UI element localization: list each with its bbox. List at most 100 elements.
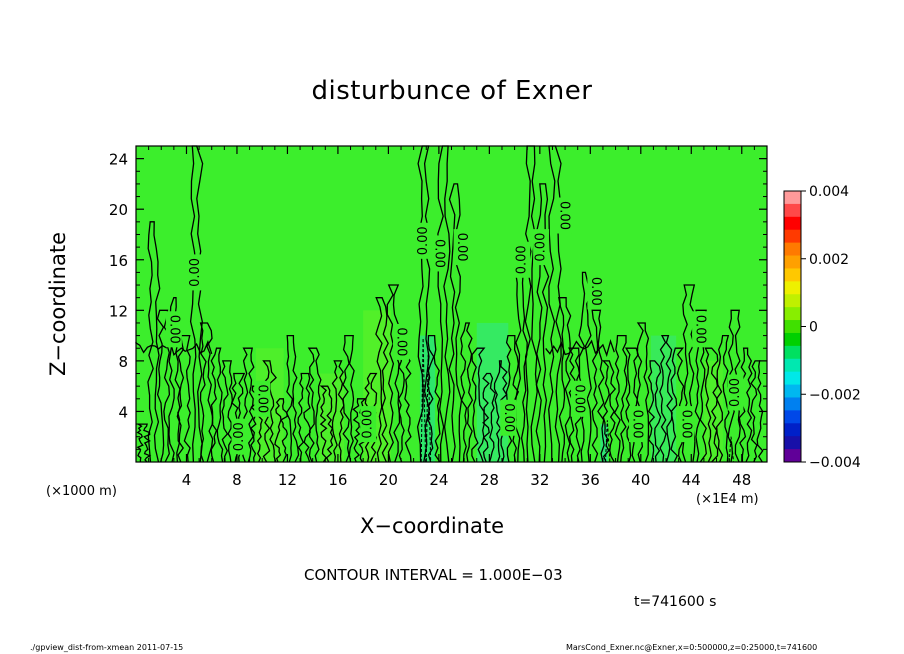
contour-line <box>448 183 463 463</box>
contour-line <box>168 297 182 463</box>
contour-line <box>704 347 719 463</box>
x-tick-label: 36 <box>581 471 600 489</box>
contour-label: 0.00 <box>255 384 270 413</box>
colorbar-swatch <box>784 397 801 411</box>
contour-line <box>567 347 582 463</box>
contour-label-bg <box>453 229 470 266</box>
y-tick-label: 8 <box>118 353 128 371</box>
contour-label: 0.00 <box>232 422 247 451</box>
contour-line <box>545 339 615 358</box>
contour-line-negative <box>604 420 611 463</box>
contour-line <box>147 221 161 463</box>
x-axis-unit-left: (×1000 m) <box>46 484 117 499</box>
contour-line-negative <box>420 338 427 463</box>
contour-label-bg <box>360 406 377 443</box>
contour-line <box>694 309 707 463</box>
y-tick-label: 12 <box>109 302 128 320</box>
contour-label: 0.00 <box>571 384 586 413</box>
x-axis-unit-right: (×1E4 m) <box>696 492 759 507</box>
contour-label-bg <box>533 229 550 266</box>
colorbar-swatch <box>784 203 801 218</box>
contour-label: 0.00 <box>693 315 708 344</box>
x-tick-label: 24 <box>429 471 448 489</box>
contour-line <box>386 284 401 463</box>
contour-line <box>715 334 730 463</box>
field-patch <box>476 322 509 462</box>
contour-line <box>591 309 605 463</box>
x-tick-label: 32 <box>530 471 549 489</box>
contour-line <box>535 183 550 463</box>
contour-line <box>375 297 389 463</box>
contour-label-bg <box>692 311 709 348</box>
x-tick-label: 4 <box>182 471 192 489</box>
y-tick-label: 24 <box>109 151 128 169</box>
contour-line <box>613 334 628 463</box>
contour-label-bg <box>570 380 587 417</box>
contour-label: 0.00 <box>431 239 446 268</box>
colorbar-swatch <box>784 307 801 321</box>
colorbar-swatch <box>784 423 801 437</box>
contour-line <box>156 309 171 463</box>
colorbar-swatch <box>784 345 801 360</box>
contour-line <box>681 284 696 463</box>
contour-label-bg <box>430 235 447 272</box>
colorbar-swatch <box>784 371 801 386</box>
contour-label-bg <box>500 399 517 436</box>
contour-label-bg <box>587 273 604 310</box>
contour-line <box>659 334 673 463</box>
x-tick-label: 48 <box>732 471 751 489</box>
colorbar-swatch <box>784 229 801 244</box>
contour-label: 0.00 <box>361 410 376 439</box>
contour-label: 0.00 <box>166 315 181 344</box>
contour-line <box>307 347 322 463</box>
contour-label: 0.00 <box>630 410 645 439</box>
contour-line <box>558 297 572 463</box>
contour-line <box>482 372 496 463</box>
contour-line <box>750 360 764 463</box>
contour-label: 0.00 <box>679 410 694 439</box>
contour-line <box>135 339 213 357</box>
contour-interval-text: CONTOUR INTERVAL = 1.000E−03 <box>304 566 563 584</box>
contour-line <box>342 334 355 463</box>
contour-line <box>210 347 224 463</box>
colorbar-swatch <box>784 320 801 334</box>
chart-title: disturbunce of Exner <box>311 76 593 106</box>
contour-label: 0.00 <box>454 233 469 262</box>
contour-label: 0.00 <box>534 233 549 262</box>
colorbar-tick-label: 0.002 <box>809 252 849 268</box>
colorbar-swatch <box>784 216 801 231</box>
y-axis-label: Z−coordinate <box>46 232 70 376</box>
x-tick-label: 28 <box>480 471 499 489</box>
colorbar-swatch <box>784 294 801 308</box>
contour-label: 0.00 <box>588 277 603 306</box>
y-tick-label: 20 <box>109 201 128 219</box>
contour-line <box>274 398 288 463</box>
contour-label-bg <box>254 380 271 417</box>
time-text: t=741600 s <box>634 594 717 610</box>
contour-line-negative <box>728 436 735 463</box>
contour-label-bg <box>187 254 204 291</box>
contour-label: 0.00 <box>556 201 571 230</box>
colorbar-tick-label: −0.002 <box>809 387 861 403</box>
contour-label-bg <box>415 222 432 259</box>
contour-label-bg <box>629 406 646 443</box>
x-tick-label: 8 <box>232 471 242 489</box>
colorbar-tick-label: 0 <box>809 320 818 336</box>
contour-label-bg <box>231 418 248 455</box>
contour-line <box>136 423 152 463</box>
colorbar-swatch <box>784 449 801 463</box>
contour-labels-layer: 0.00 0.00 0.00 0.00 0.00 0.00 0.00 0.00 0.00 0.00… <box>165 197 744 455</box>
footer-right: MarsCond_Exner.nc@Exner,x=0:500000,z=0:2… <box>566 643 818 652</box>
contour-label: 0.00 <box>501 403 516 432</box>
contour-line <box>331 360 345 463</box>
contour-label-bg <box>393 323 410 360</box>
colorbar-swatch <box>784 358 801 373</box>
contour-line-negative <box>425 354 432 463</box>
colorbar-tick-label: −0.004 <box>809 455 861 471</box>
colorbar-swatch <box>784 436 801 450</box>
contour-label: 0.00 <box>188 258 203 287</box>
contour-line <box>221 360 233 463</box>
contour-line <box>177 334 191 463</box>
